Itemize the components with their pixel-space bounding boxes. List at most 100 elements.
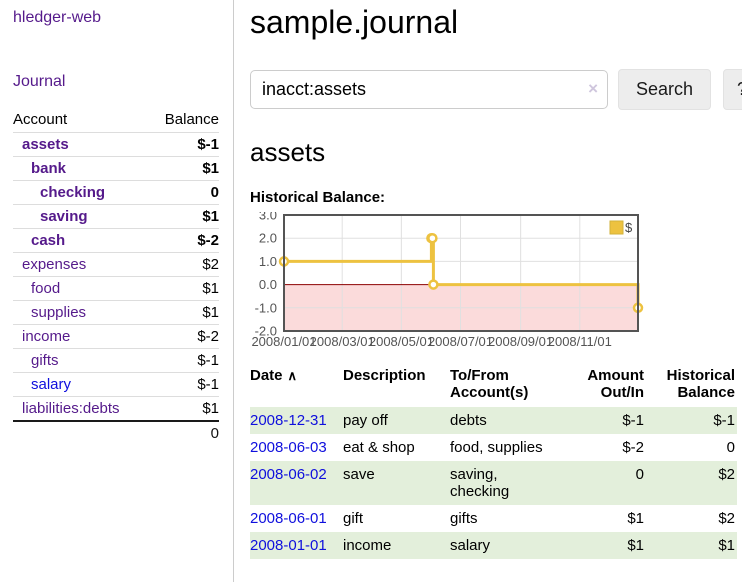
- transaction-row: 2008-12-31 pay off debts $-1 $-1: [250, 407, 737, 434]
- register-header-row: Date ∧ Description To/From Account(s) Amo…: [250, 365, 737, 407]
- y-axis-tick-label: -2.0: [255, 324, 277, 339]
- sidebar-account-saving[interactable]: saving: [40, 208, 88, 225]
- account-balance: $2: [202, 256, 219, 273]
- balance-cell: $2: [718, 510, 735, 527]
- accounts-header-balance: Balance: [164, 111, 219, 128]
- sidebar-account-supplies[interactable]: supplies: [31, 304, 87, 321]
- y-axis-tick-label: 0.0: [259, 277, 277, 292]
- app-title-link[interactable]: hledger-web: [13, 9, 102, 26]
- balance-cell: $1: [718, 537, 735, 554]
- amount-cell: 0: [635, 466, 644, 483]
- sidebar-account-assets[interactable]: assets: [22, 136, 69, 153]
- x-axis-tick-label: 2008/03/01: [310, 334, 375, 349]
- account-balance: $1: [202, 208, 219, 225]
- x-axis-tick-label: 2008/11/01: [548, 334, 612, 349]
- clear-search-icon[interactable]: ×: [588, 79, 598, 98]
- account-row: bank $1: [13, 156, 219, 181]
- y-axis-tick-label: -1.0: [255, 300, 277, 315]
- sidebar-account-salary[interactable]: salary: [31, 376, 72, 393]
- account-heading: assets: [250, 137, 326, 167]
- sidebar-account-cash[interactable]: cash: [31, 232, 66, 249]
- register-header-balance[interactable]: Historical Balance: [666, 367, 735, 401]
- transaction-row: 2008-06-03 eat & shop food, supplies $-2 0: [250, 434, 737, 461]
- accounts-table: Account Balance assets $-1 bank $1 checking 0…: [13, 108, 219, 445]
- account-balance: 0: [210, 184, 219, 201]
- sidebar-account-food[interactable]: food: [31, 280, 61, 297]
- account-row: saving $1: [13, 204, 219, 229]
- date-cell: 2008-01-01: [250, 532, 343, 559]
- transaction-date-link[interactable]: 2008-12-31: [250, 412, 327, 429]
- accounts-header-account: Account: [13, 111, 68, 128]
- help-button[interactable]: ?: [723, 69, 742, 110]
- account-row: liabilities:debts $1: [13, 396, 219, 422]
- description-cell: income: [343, 537, 392, 554]
- sidebar-account-gifts[interactable]: gifts: [31, 352, 59, 369]
- account-balance: $-1: [197, 352, 219, 369]
- account-row: expenses $2: [13, 252, 219, 277]
- transaction-date-link[interactable]: 2008-01-01: [250, 537, 327, 554]
- register-header-accounts[interactable]: To/From Account(s): [450, 367, 529, 401]
- y-axis-tick-label: 2.0: [259, 231, 277, 246]
- main-content: sample.journal × Search ? assets Histori…: [234, 0, 742, 582]
- account-row: checking 0: [13, 180, 219, 205]
- account-row: income $-2: [13, 324, 219, 349]
- date-cell: 2008-06-02: [250, 461, 343, 505]
- account-balance: $1: [202, 280, 219, 297]
- account-balance: $1: [202, 160, 219, 177]
- account-row: gifts $-1: [13, 348, 219, 373]
- register-header-date[interactable]: Date ∧: [250, 367, 298, 384]
- sidebar-account-expenses[interactable]: expenses: [22, 256, 87, 273]
- x-axis-tick-label: 2008/09/01: [488, 334, 553, 349]
- account-row: supplies $1: [13, 300, 219, 325]
- description-cell: eat & shop: [343, 439, 415, 456]
- description-cell: pay off: [343, 412, 388, 429]
- search-input[interactable]: [250, 70, 608, 109]
- account-row: salary $-1: [13, 372, 219, 397]
- x-axis-tick-label: 2008/01/01: [251, 334, 316, 349]
- accounts-cell: saving, checking: [450, 466, 510, 500]
- y-axis-tick-label: 1.0: [259, 254, 277, 269]
- data-point-marker: [427, 232, 438, 244]
- sidebar: hledger-web Journal Account Balance asse…: [0, 0, 234, 582]
- date-cell: 2008-06-03: [250, 434, 343, 461]
- accounts-cell: salary: [450, 537, 491, 554]
- account-row: assets $-1: [13, 132, 219, 157]
- data-point-marker: [428, 279, 439, 290]
- account-balance: $-1: [197, 136, 219, 153]
- balance-cell: 0: [726, 439, 735, 456]
- chart-title: Historical Balance:: [250, 189, 386, 206]
- amount-cell: $-2: [622, 439, 644, 456]
- transaction-row: 2008-06-01 gift gifts $1 $2: [250, 505, 737, 532]
- transaction-date-link[interactable]: 2008-06-01: [250, 510, 327, 527]
- account-row: cash $-2: [13, 228, 219, 253]
- accounts-cell: gifts: [450, 510, 478, 527]
- accounts-table-header: Account Balance: [13, 108, 219, 133]
- accounts-total-row: 0: [13, 421, 219, 445]
- search-button[interactable]: Search: [618, 69, 712, 110]
- sort-ascending-icon: ∧: [287, 368, 298, 383]
- sidebar-account-income[interactable]: income: [22, 328, 71, 345]
- register-header-amount[interactable]: Amount Out/In: [587, 367, 644, 401]
- amount-cell: $-1: [622, 412, 644, 429]
- legend-label: $: [625, 220, 633, 235]
- sidebar-item-journal[interactable]: Journal: [13, 73, 66, 90]
- accounts-total-value: 0: [210, 425, 219, 442]
- sidebar-account-bank[interactable]: bank: [31, 160, 67, 177]
- x-axis-tick-label: 2008/05/01: [369, 334, 434, 349]
- search-form: × Search ?: [250, 69, 742, 110]
- date-cell: 2008-06-01: [250, 505, 343, 532]
- amount-cell: $1: [627, 537, 644, 554]
- account-balance: $-1: [197, 376, 219, 393]
- transaction-date-link[interactable]: 2008-06-03: [250, 439, 327, 456]
- legend-swatch-icon: [609, 220, 624, 235]
- x-axis-tick-label: 2008/07/01: [428, 334, 493, 349]
- transaction-date-link[interactable]: 2008-06-02: [250, 466, 327, 483]
- transaction-row: 2008-01-01 income salary $1 $1: [250, 532, 737, 559]
- account-row: food $1: [13, 276, 219, 301]
- balance-cell: $2: [718, 466, 735, 483]
- sidebar-account-liabilities-debts[interactable]: liabilities:debts: [22, 400, 120, 417]
- sidebar-account-checking[interactable]: checking: [40, 184, 106, 201]
- page-title: sample.journal: [250, 4, 459, 40]
- account-balance: $1: [202, 400, 219, 417]
- register-header-description[interactable]: Description: [343, 367, 426, 384]
